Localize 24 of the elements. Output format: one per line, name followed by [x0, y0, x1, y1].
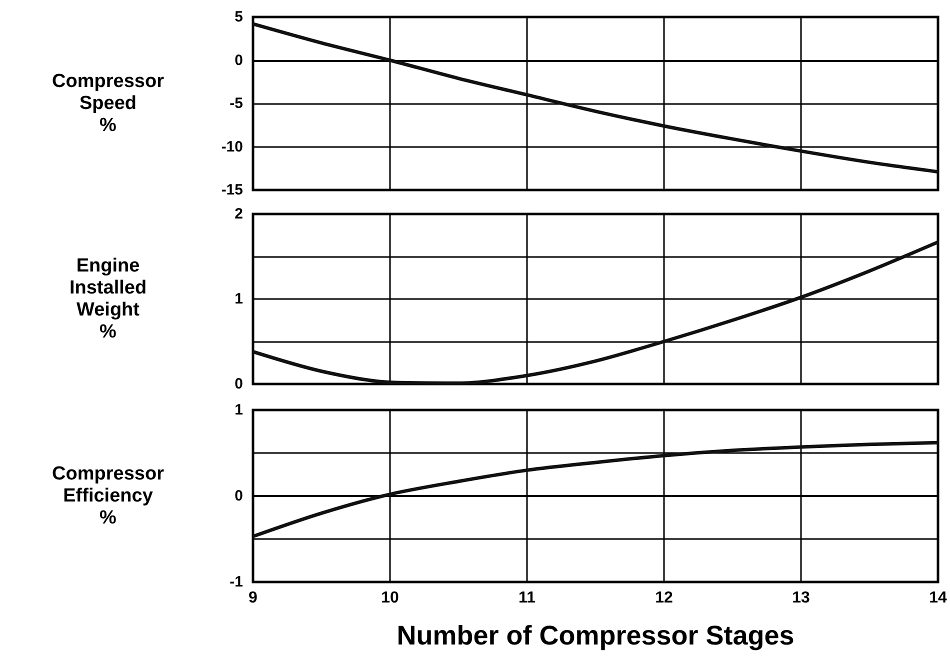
- x-axis-title: Number of Compressor Stages: [396, 620, 794, 650]
- y-axis-title: Compressor Speed %: [52, 71, 165, 136]
- y-tick-label: 1: [234, 402, 243, 418]
- y-tick-label: 5: [234, 8, 243, 26]
- y-tick-label: -10: [221, 138, 243, 156]
- y-tick-label: -1: [230, 574, 243, 590]
- x-tick-label: 11: [518, 590, 536, 606]
- y-tick-label: -5: [230, 95, 243, 112]
- y-tick-label: -15: [221, 182, 243, 198]
- x-tick-label: 13: [792, 590, 810, 606]
- x-tick-label: 12: [655, 590, 673, 606]
- y-axis-title: Compressor Efficiency %: [52, 464, 165, 528]
- y-tick-label: 0: [234, 376, 243, 392]
- x-tick-label: 10: [381, 590, 399, 606]
- y-tick-label: 0: [234, 52, 243, 69]
- y-axis-title: Engine Installed Weight %: [69, 256, 147, 342]
- line-series: [251, 240, 940, 385]
- y-tick-label: 2: [234, 206, 243, 222]
- y-tick-label: 1: [234, 290, 243, 308]
- x-tick-label: 14: [929, 590, 947, 606]
- y-tick-label: 0: [234, 488, 243, 504]
- line-series: [251, 440, 940, 538]
- line-series: [251, 22, 940, 174]
- x-tick-label: 9: [248, 590, 258, 606]
